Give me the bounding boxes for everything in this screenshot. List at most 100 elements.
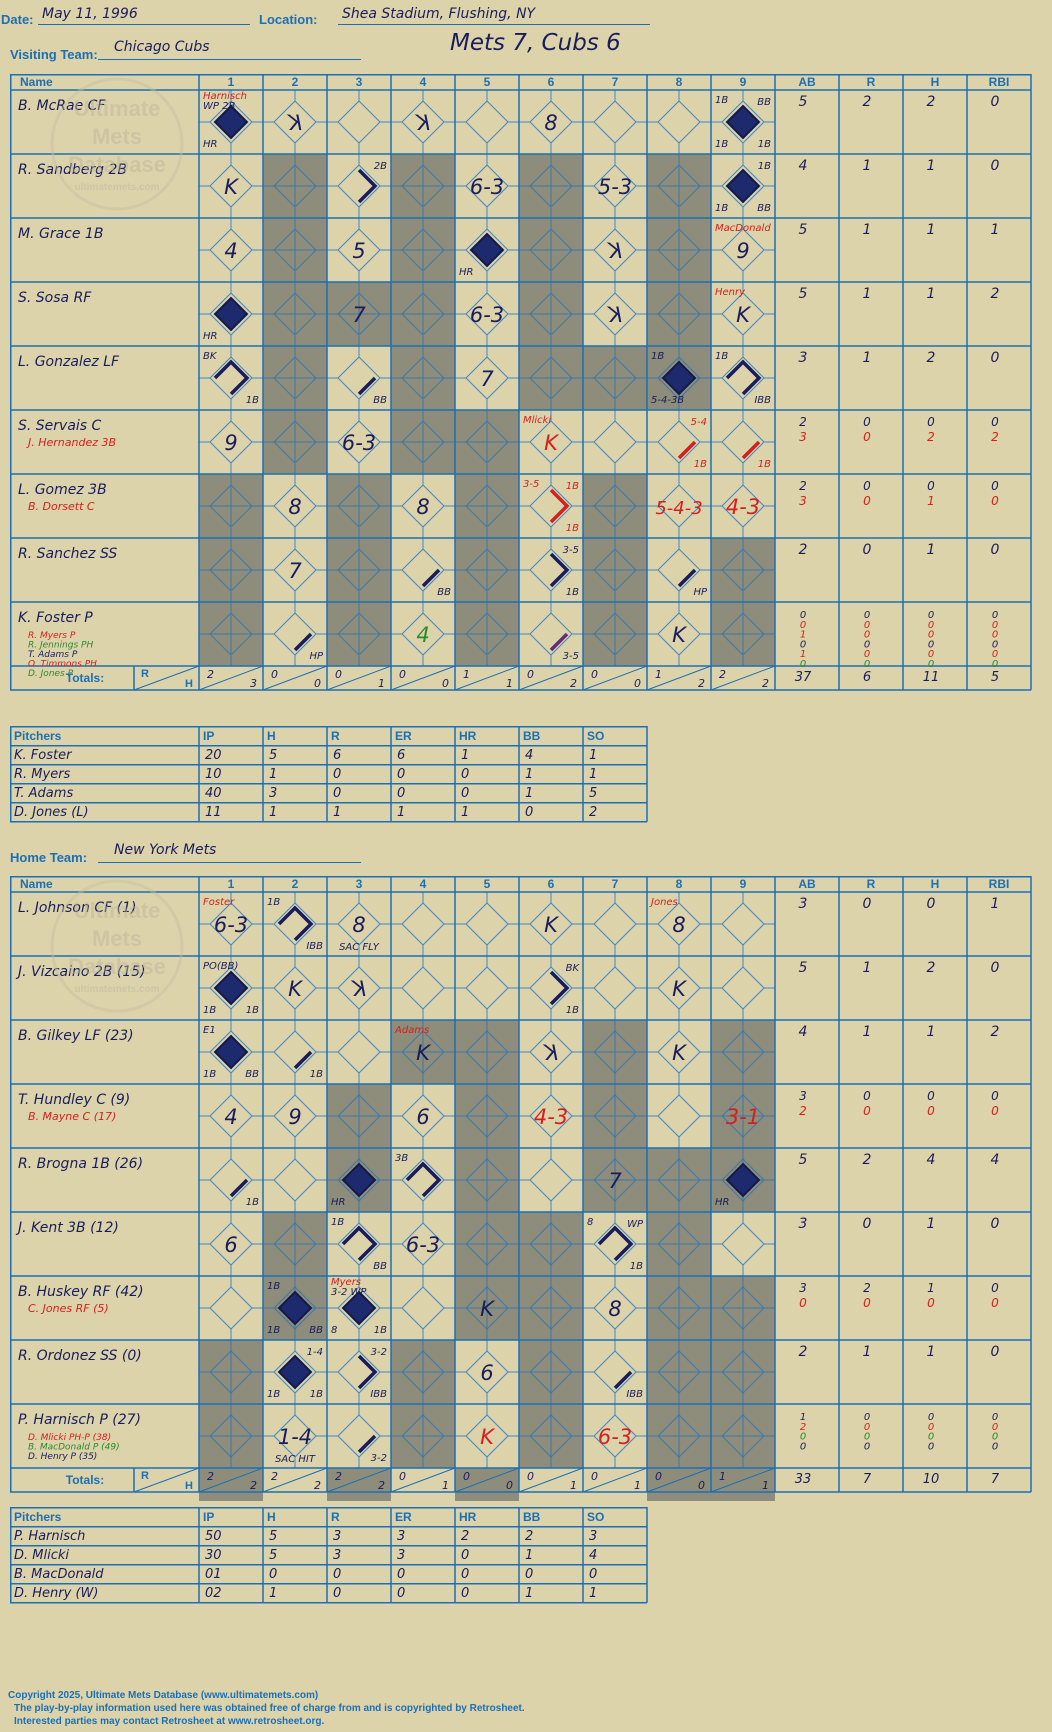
play-inning-1: BK 1B <box>203 351 259 406</box>
play-note: 1B <box>566 481 579 492</box>
base-diamond <box>593 1286 637 1330</box>
inning-total-slash <box>646 1467 712 1493</box>
play-inning-3: 5 <box>352 239 365 263</box>
col-header-inning: 2 <box>292 75 299 89</box>
base-diamond <box>337 420 381 464</box>
play-result: K <box>672 1041 688 1065</box>
inning-hits: 1 <box>506 677 513 690</box>
base-diamond <box>721 548 765 592</box>
base-diamond <box>465 1222 509 1266</box>
base-diamond <box>529 1350 573 1394</box>
base-diamond <box>401 164 445 208</box>
play-note: 8 <box>331 1325 337 1336</box>
play-result: 7 <box>608 1169 622 1193</box>
base-diamond <box>465 548 509 592</box>
base-diamond <box>209 164 253 208</box>
base-diamond <box>273 1030 317 1074</box>
col-header-stat: AB <box>798 877 816 891</box>
pitcher-stat: 0 <box>333 1586 341 1601</box>
col-header-stat: H <box>931 75 940 89</box>
base-diamond <box>465 612 509 656</box>
play-inning-2: 1-4 1B 1B <box>267 1347 323 1400</box>
base-diamond <box>401 966 445 1010</box>
base-diamond <box>465 966 509 1010</box>
base-diamond <box>273 1158 317 1202</box>
base-diamond <box>337 1094 381 1138</box>
pitcher-stat: 1 <box>525 1586 533 1601</box>
inning-hits: 0 <box>698 1479 705 1492</box>
pitcher-stat: 5 <box>589 786 597 801</box>
col-header-inning: 1 <box>228 75 235 89</box>
play-result: K <box>480 1297 496 1321</box>
pitcher-stat: 0 <box>333 786 341 801</box>
location-underline <box>338 24 650 25</box>
inning-total-slash <box>198 665 264 691</box>
base-diamond <box>209 420 253 464</box>
play-inning-2: K <box>286 111 302 135</box>
stat-value: 1 <box>927 1281 935 1295</box>
watermark-text: Ultimate <box>74 898 161 923</box>
col-header-stat: R <box>867 75 876 89</box>
pitcher-stat: 4 <box>525 748 533 763</box>
pitcher-stat: 1 <box>397 805 405 820</box>
play-inning-6: BK 1B <box>549 963 580 1016</box>
stat-value: 0 <box>991 542 1000 558</box>
play-result: K <box>414 111 430 135</box>
inning-hits: 1 <box>378 677 385 690</box>
basepath-line <box>357 168 378 204</box>
play-inning-8: 1B 5-4-3B <box>651 351 697 406</box>
play-note: 1B <box>374 1325 387 1336</box>
play-inning-2: 9 <box>288 1105 301 1129</box>
base-diamond <box>465 420 509 464</box>
play-result: 8 <box>672 913 685 937</box>
sub-player-name: B. Dorsett C <box>28 500 95 513</box>
play-note: 1B <box>566 1005 579 1016</box>
base-diamond <box>273 902 317 946</box>
play-note: HR <box>203 139 217 150</box>
basepath-line <box>213 359 250 396</box>
player-name: B. Gilkey LF (23) <box>18 1028 134 1044</box>
col-header-inning: 5 <box>484 877 491 891</box>
pitcher-stat: 0 <box>397 786 405 801</box>
basepath-line <box>357 1434 377 1454</box>
play-note: IBB <box>306 941 323 952</box>
grand-total: 11 <box>923 670 940 685</box>
base-diamond <box>337 902 381 946</box>
base-diamond <box>593 164 637 208</box>
base-diamond <box>657 966 701 1010</box>
play-result: 4 <box>224 239 237 263</box>
player-name: R. Sanchez SS <box>18 546 117 562</box>
stat-value: 3 <box>799 430 807 444</box>
sub-player-name: B. Mayne C (17) <box>28 1110 116 1123</box>
inning-total-slash <box>582 1467 648 1493</box>
stat-value: 3 <box>799 896 808 912</box>
pitcher-stat: 1 <box>269 767 277 782</box>
play-inning-1: 6-3 Foster <box>203 897 248 937</box>
play-note: IBB <box>370 1389 387 1400</box>
play-inning-6: K <box>544 913 560 937</box>
sub-player-name: O. Timmons PH <box>28 660 97 670</box>
stat-value: 0 <box>800 610 806 621</box>
stat-value: 1 <box>927 158 936 174</box>
pitch-header: ER <box>395 1510 412 1524</box>
play-inning-3: 6-3 <box>342 431 376 455</box>
stat-value: 1 <box>863 1024 872 1040</box>
play-note: Harnisch <box>203 91 247 102</box>
pitcher-stat: 30 <box>205 1548 222 1563</box>
basepath-line <box>549 632 569 652</box>
play-result: 6-3 <box>214 913 248 937</box>
stat-value: 0 <box>928 630 934 641</box>
stat-value: 1 <box>927 1024 936 1040</box>
base-diamond <box>337 1158 381 1202</box>
basepath-line <box>421 568 441 588</box>
inning-hits: 1 <box>762 1479 769 1492</box>
play-result: 9 <box>288 1105 301 1129</box>
play-result: K <box>480 1425 496 1449</box>
play-note: HP <box>693 587 708 598</box>
base-diamond <box>465 1030 509 1074</box>
stat-value: 2 <box>927 430 935 444</box>
pitcher-stat: 0 <box>525 1567 533 1582</box>
play-inning-5: K <box>480 1425 496 1449</box>
